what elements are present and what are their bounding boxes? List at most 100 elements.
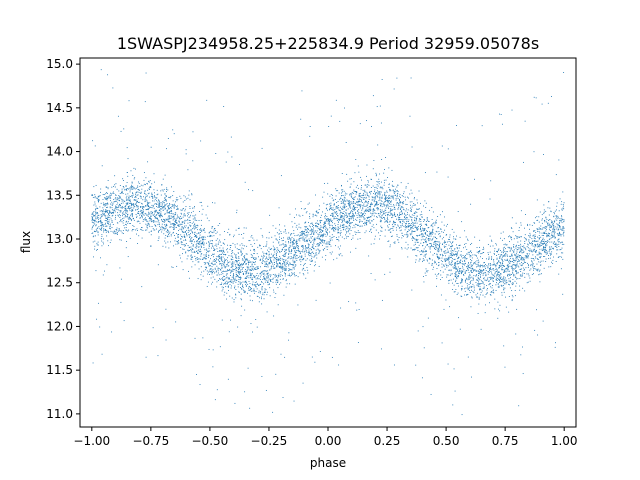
data-point — [105, 211, 107, 213]
data-point — [232, 281, 234, 283]
data-point — [100, 217, 102, 219]
data-point — [283, 246, 285, 248]
data-point — [391, 210, 393, 211]
data-point — [269, 274, 271, 276]
data-point — [111, 220, 113, 221]
data-point — [532, 258, 534, 259]
data-point — [127, 188, 129, 189]
data-point — [314, 254, 316, 256]
data-point — [164, 174, 166, 176]
data-point — [194, 264, 196, 266]
data-point — [469, 267, 471, 269]
data-point — [432, 246, 434, 248]
data-point — [244, 290, 246, 292]
data-point — [541, 219, 543, 221]
data-point — [186, 258, 188, 260]
data-point — [276, 266, 278, 268]
data-point — [98, 199, 100, 201]
data-point — [501, 278, 503, 280]
data-point — [95, 224, 97, 226]
data-point — [528, 275, 530, 277]
data-point — [295, 241, 297, 242]
data-point — [177, 234, 179, 236]
data-point — [441, 257, 443, 259]
data-point — [169, 213, 171, 214]
data-point — [278, 241, 280, 243]
data-point — [322, 239, 324, 241]
data-point — [315, 226, 317, 228]
data-point — [386, 214, 388, 215]
data-point — [357, 165, 359, 167]
data-point — [194, 217, 195, 219]
data-point — [134, 199, 136, 200]
data-point — [94, 209, 96, 211]
data-point — [545, 217, 547, 219]
data-point — [314, 361, 316, 363]
data-point — [322, 239, 324, 241]
data-point — [243, 232, 245, 234]
data-point — [469, 292, 471, 293]
data-point — [550, 237, 552, 239]
data-point — [467, 268, 468, 269]
data-point — [543, 246, 545, 248]
data-point — [422, 276, 424, 278]
data-point — [266, 291, 268, 293]
data-point — [340, 253, 342, 255]
data-point — [522, 287, 524, 289]
data-points — [91, 69, 565, 416]
data-point — [180, 257, 181, 259]
data-point — [210, 277, 212, 279]
data-point — [418, 234, 420, 236]
data-point — [148, 218, 150, 219]
data-point — [258, 292, 260, 294]
data-point — [334, 218, 336, 220]
data-point — [484, 312, 486, 314]
data-point — [376, 207, 378, 208]
data-point — [373, 198, 375, 200]
data-point — [465, 287, 467, 289]
data-point — [554, 226, 556, 228]
data-point — [135, 187, 137, 189]
data-point — [267, 273, 269, 275]
data-point — [444, 268, 446, 270]
data-point — [202, 242, 203, 244]
data-point — [167, 219, 169, 221]
data-point — [301, 233, 303, 235]
data-point — [330, 219, 331, 221]
data-point — [210, 230, 212, 232]
data-point — [531, 249, 533, 251]
data-point — [396, 202, 398, 204]
data-point — [227, 269, 228, 271]
data-point — [156, 218, 158, 219]
data-point — [142, 207, 144, 209]
data-point — [209, 240, 211, 242]
data-point — [316, 215, 318, 217]
data-point — [121, 190, 123, 192]
data-point — [424, 254, 426, 256]
data-point — [144, 190, 146, 192]
data-point — [511, 255, 513, 257]
data-point — [549, 228, 551, 230]
data-point — [336, 213, 337, 215]
data-point — [442, 271, 444, 273]
data-point — [213, 253, 215, 255]
data-point — [448, 255, 450, 257]
data-point — [105, 209, 107, 211]
data-point — [96, 242, 98, 244]
data-point — [316, 243, 318, 245]
data-point — [399, 202, 401, 204]
data-point — [550, 226, 552, 228]
data-point — [130, 220, 132, 222]
data-point — [256, 275, 258, 276]
data-point — [335, 206, 337, 208]
data-point — [325, 220, 327, 222]
data-point — [517, 249, 519, 250]
data-point — [100, 221, 102, 223]
data-point — [127, 256, 129, 258]
data-point — [509, 281, 511, 283]
data-point — [199, 258, 201, 260]
data-point — [461, 414, 463, 416]
data-point — [392, 180, 394, 182]
data-point — [317, 233, 319, 235]
data-point — [260, 266, 261, 268]
